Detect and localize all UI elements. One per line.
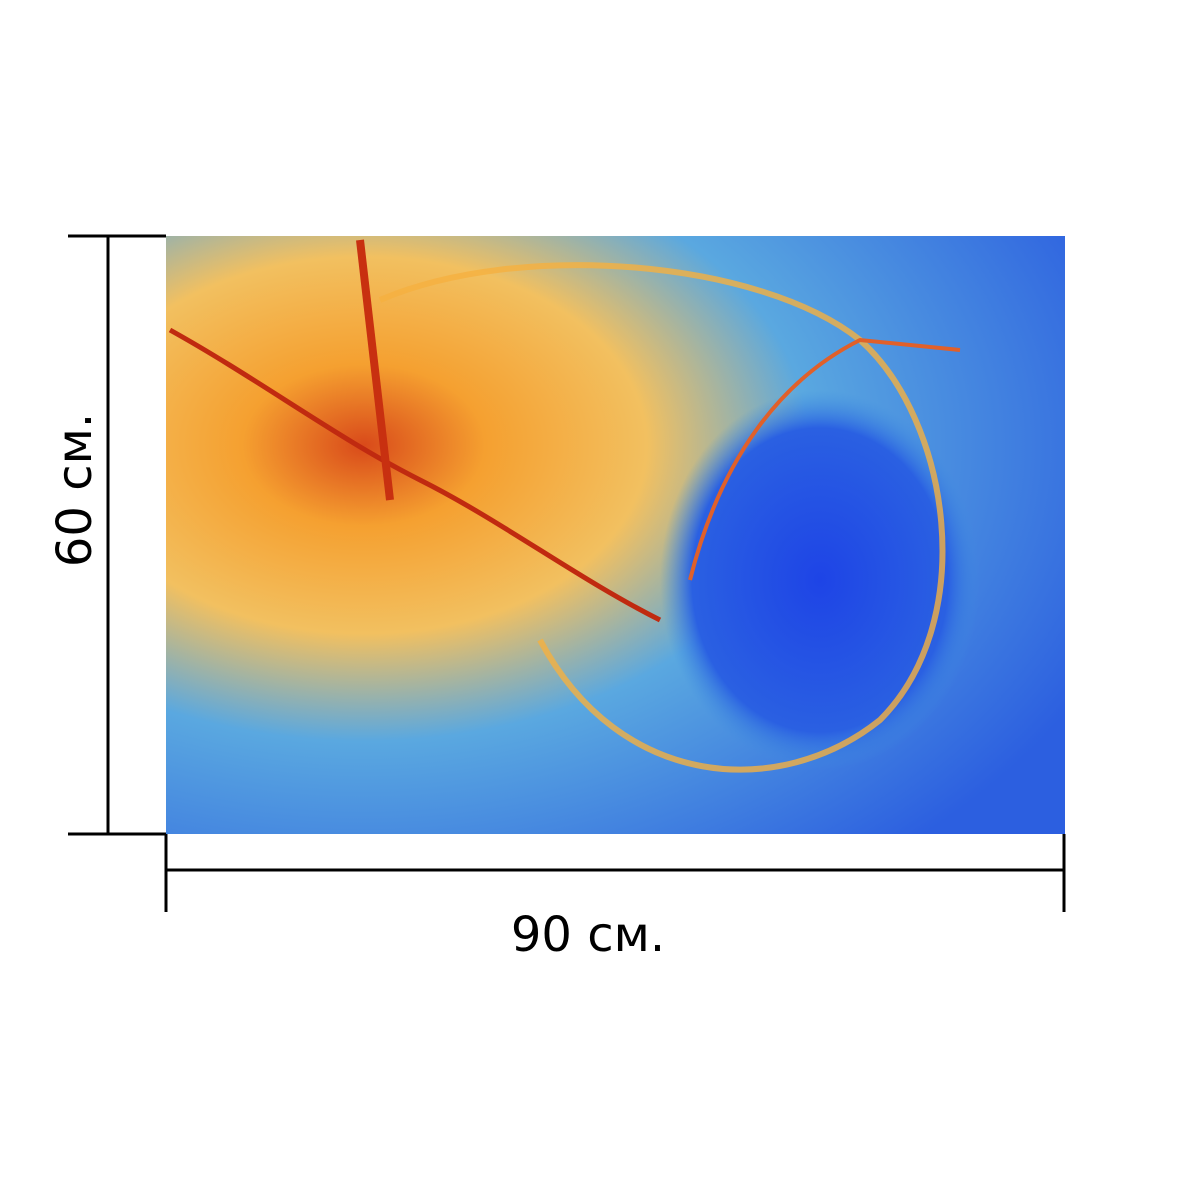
artwork [166, 236, 1065, 834]
width-label: 90 см. [511, 907, 665, 963]
height-label: 60 см. [47, 413, 103, 567]
dimension-lines [68, 234, 1066, 912]
